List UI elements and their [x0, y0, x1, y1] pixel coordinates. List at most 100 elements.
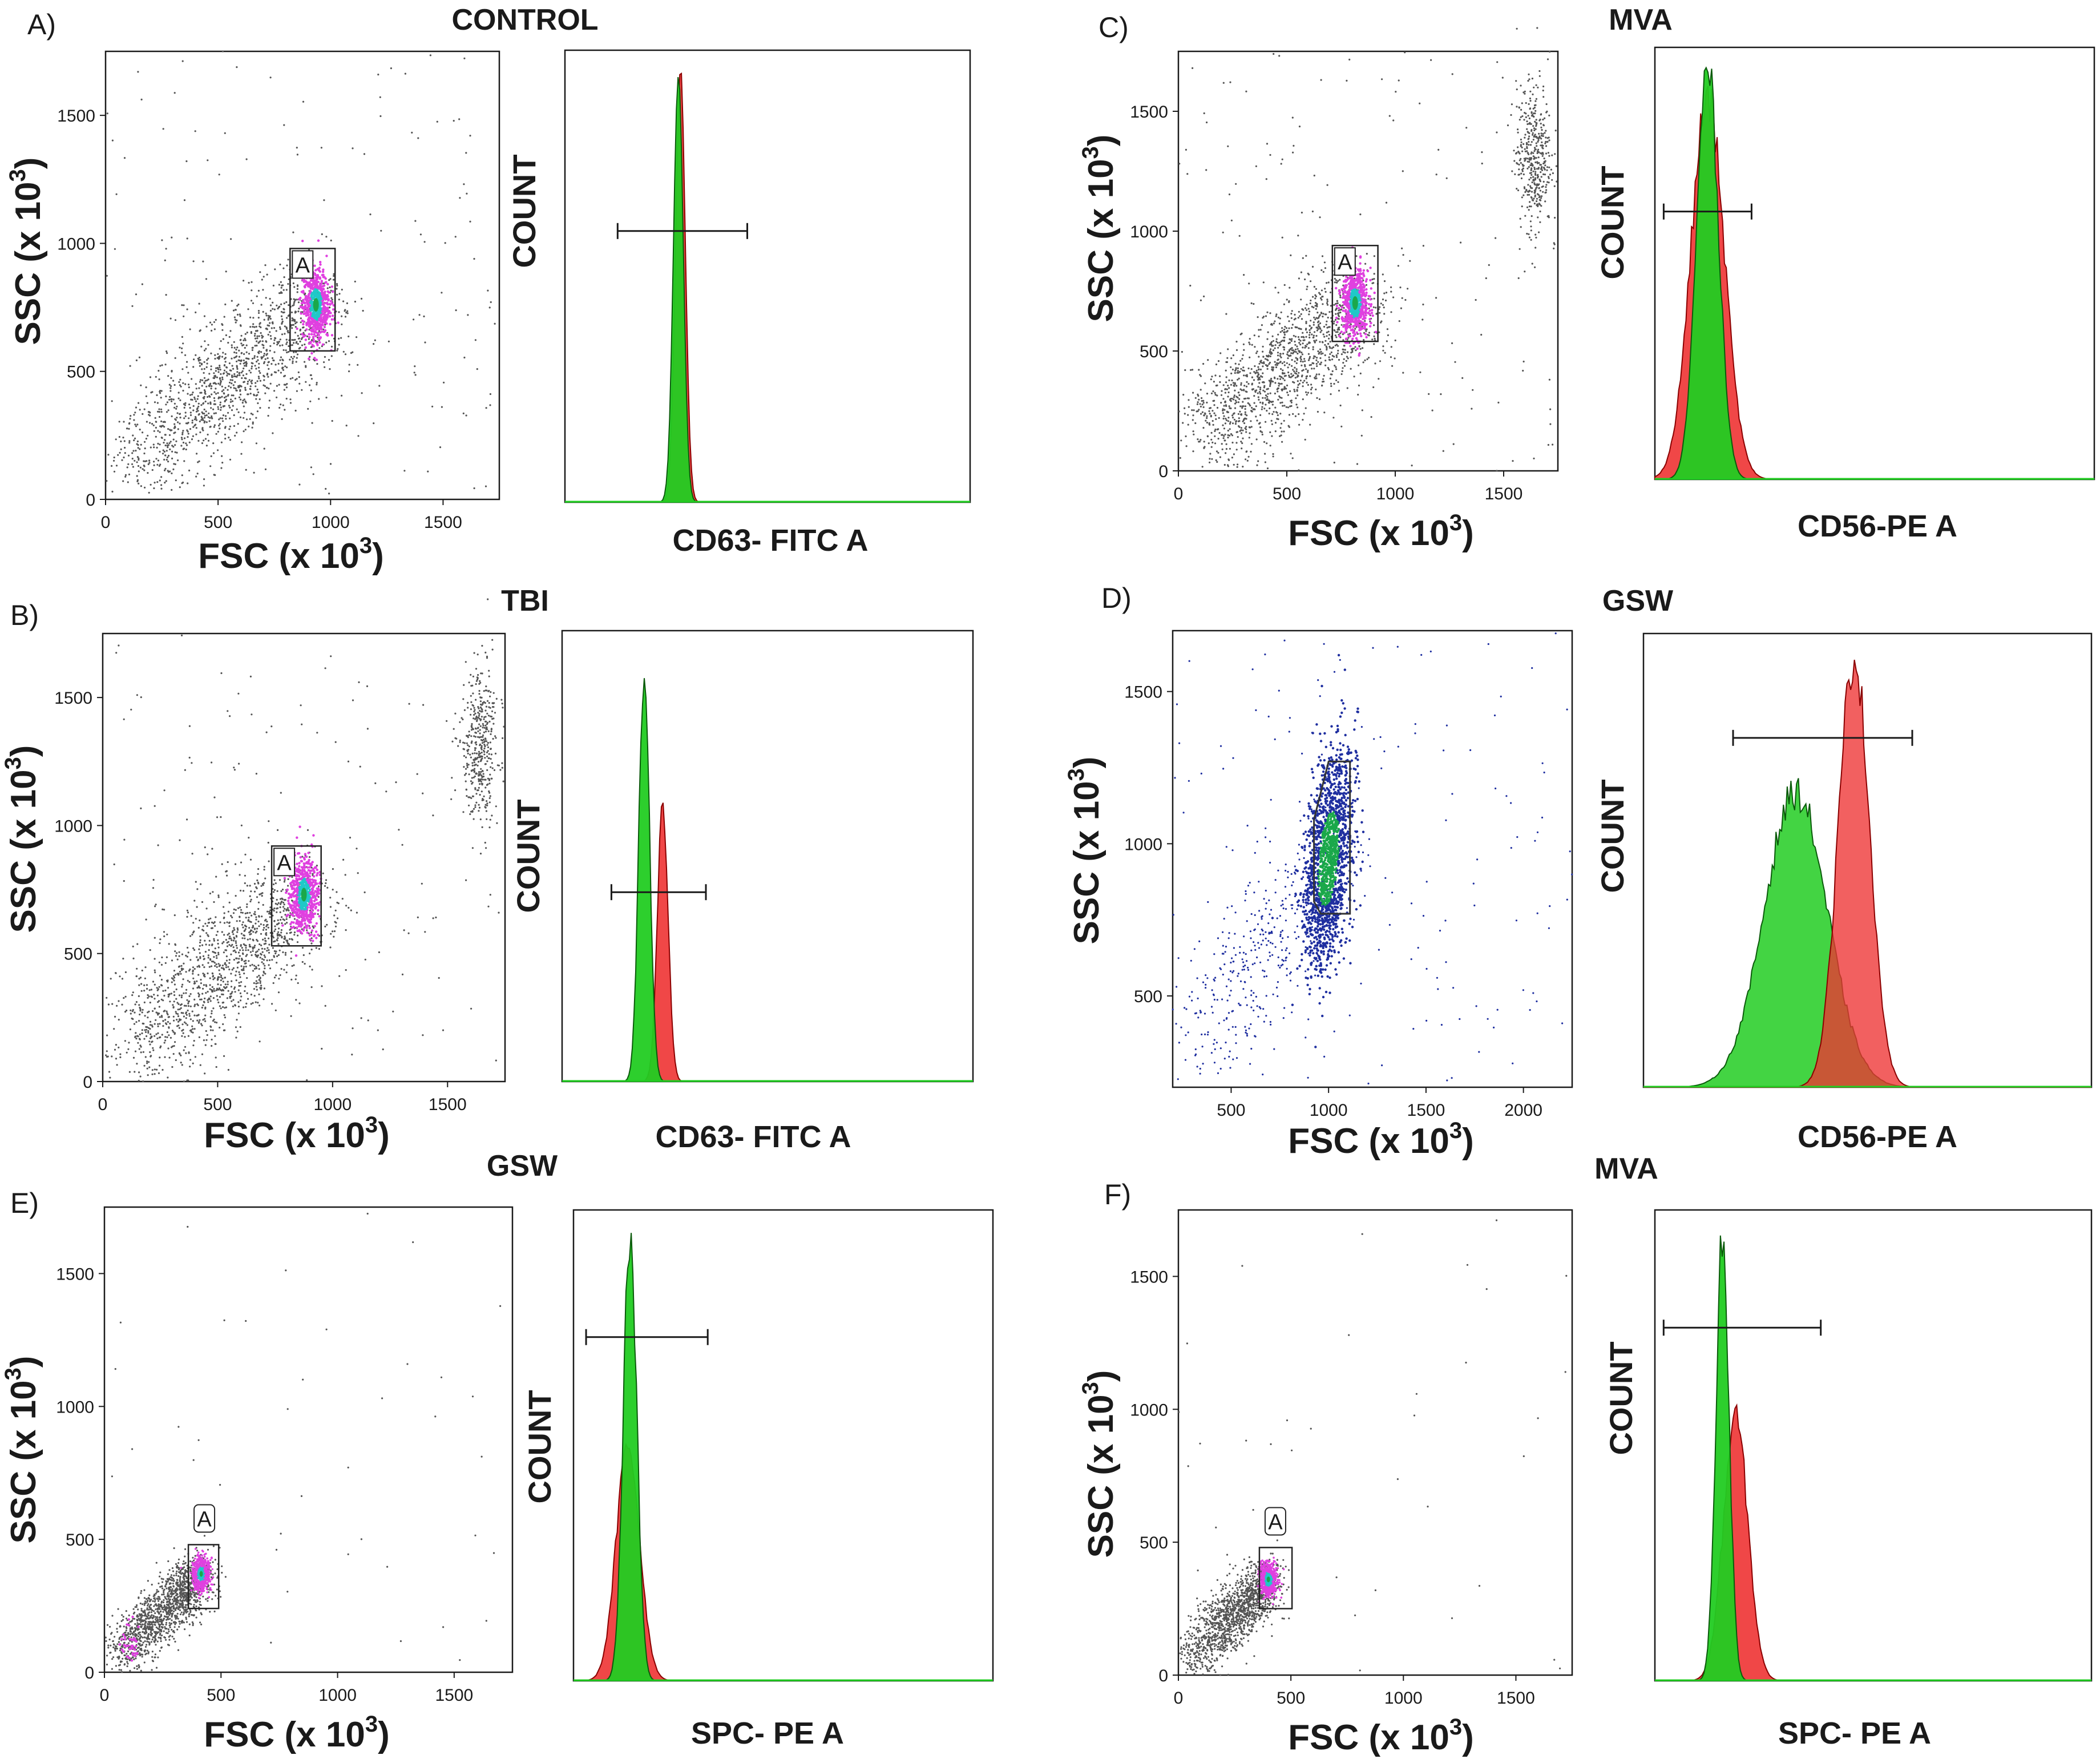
scatter-point — [219, 384, 221, 386]
scatter-point — [268, 400, 270, 402]
scatter-point — [290, 931, 292, 934]
scatter-point — [239, 372, 241, 374]
scatter-point — [192, 966, 194, 969]
scatter-point — [479, 779, 482, 781]
scatter-point — [156, 402, 159, 404]
scatter-point — [109, 1076, 111, 1079]
scatter-point — [208, 944, 211, 946]
scatter-point — [164, 259, 166, 261]
scatter-point — [235, 348, 237, 351]
scatter-point — [227, 1068, 229, 1071]
density-point — [307, 281, 310, 284]
scatter-point — [484, 763, 487, 765]
scatter-point — [342, 300, 345, 302]
scatter-point — [219, 417, 221, 419]
scatter-point — [212, 452, 215, 454]
scatter-point — [193, 396, 196, 399]
scatter-point — [206, 379, 208, 381]
density-point — [308, 879, 310, 882]
scatter-point — [203, 973, 205, 976]
scatter-point — [246, 885, 248, 887]
scatter-point — [171, 429, 173, 431]
histogram-marker[interactable] — [616, 223, 748, 239]
scatter-point — [192, 1062, 194, 1064]
scatter-point — [270, 725, 273, 728]
scatter-point — [239, 362, 241, 365]
scatter-point — [124, 1011, 127, 1013]
scatter-point — [484, 724, 487, 727]
density-point — [305, 314, 308, 317]
scatter-point — [138, 1079, 140, 1082]
scatter-point — [495, 805, 497, 808]
density-point — [318, 319, 321, 322]
scatter-point — [236, 408, 238, 410]
scatter-point — [177, 392, 180, 394]
scatter-point — [205, 1030, 207, 1032]
scatter-point — [280, 303, 282, 305]
density-point — [313, 333, 316, 336]
scatter-point — [331, 298, 333, 301]
scatter-point — [245, 344, 248, 346]
scatter-point — [338, 344, 340, 346]
scatter-point — [274, 337, 276, 339]
scatter-point — [199, 359, 201, 361]
scatter-point — [139, 409, 141, 411]
scatter-point — [165, 248, 167, 250]
scatter-point — [254, 911, 256, 913]
density-point — [289, 882, 292, 885]
scatter-point — [475, 741, 477, 743]
scatter-point — [235, 309, 237, 311]
scatter-point — [285, 397, 288, 400]
scatter-point — [272, 432, 274, 434]
scatter-point — [123, 880, 125, 882]
scatter-point — [224, 962, 227, 964]
density-point — [332, 290, 334, 293]
scatter-point — [144, 1031, 147, 1033]
scatter-point — [231, 346, 233, 349]
density-point — [312, 338, 315, 341]
scatter-point — [166, 1012, 168, 1014]
scatter-point — [175, 1012, 177, 1015]
scatter-point — [207, 853, 209, 856]
scatter-point — [148, 995, 150, 998]
scatter-point — [269, 322, 271, 324]
scatter-point — [140, 1046, 142, 1048]
scatter-point — [486, 744, 488, 746]
scatter-point — [279, 345, 281, 347]
scatter-point — [209, 917, 212, 919]
scatter-point — [173, 983, 176, 986]
scatter-point — [251, 357, 254, 360]
scatter-point — [148, 459, 151, 462]
scatter-point — [239, 906, 241, 909]
scatter-point — [167, 1047, 169, 1050]
scatter-point — [107, 1003, 110, 1006]
scatter-point — [252, 1002, 254, 1004]
scatter-point — [486, 760, 488, 762]
scatter-point — [193, 930, 195, 933]
scatter-point — [150, 995, 152, 998]
histogram-red-series — [565, 72, 970, 503]
scatter-point — [274, 268, 276, 271]
scatter-point — [160, 476, 163, 478]
scatter-point — [223, 397, 226, 399]
gate-rectangle[interactable] — [289, 248, 336, 352]
scatter-point — [261, 344, 264, 346]
scatter-point — [146, 1035, 148, 1038]
scatter-point — [151, 1073, 154, 1075]
scatter-point — [282, 369, 285, 371]
scatter-point — [229, 993, 232, 995]
scatter-point — [219, 423, 221, 425]
scatter-point — [129, 365, 131, 367]
scatter-point — [191, 378, 193, 380]
scatter-point — [463, 183, 465, 185]
scatter-point — [158, 408, 160, 410]
density-point — [309, 287, 312, 290]
scatter-point — [258, 312, 260, 314]
scatter-point — [197, 958, 199, 961]
scatter-point — [185, 992, 187, 994]
scatter-point — [138, 984, 140, 986]
scatter-point — [203, 485, 205, 487]
scatter-point — [338, 337, 340, 340]
scatter-point — [287, 259, 289, 261]
scatter-point — [161, 239, 163, 241]
